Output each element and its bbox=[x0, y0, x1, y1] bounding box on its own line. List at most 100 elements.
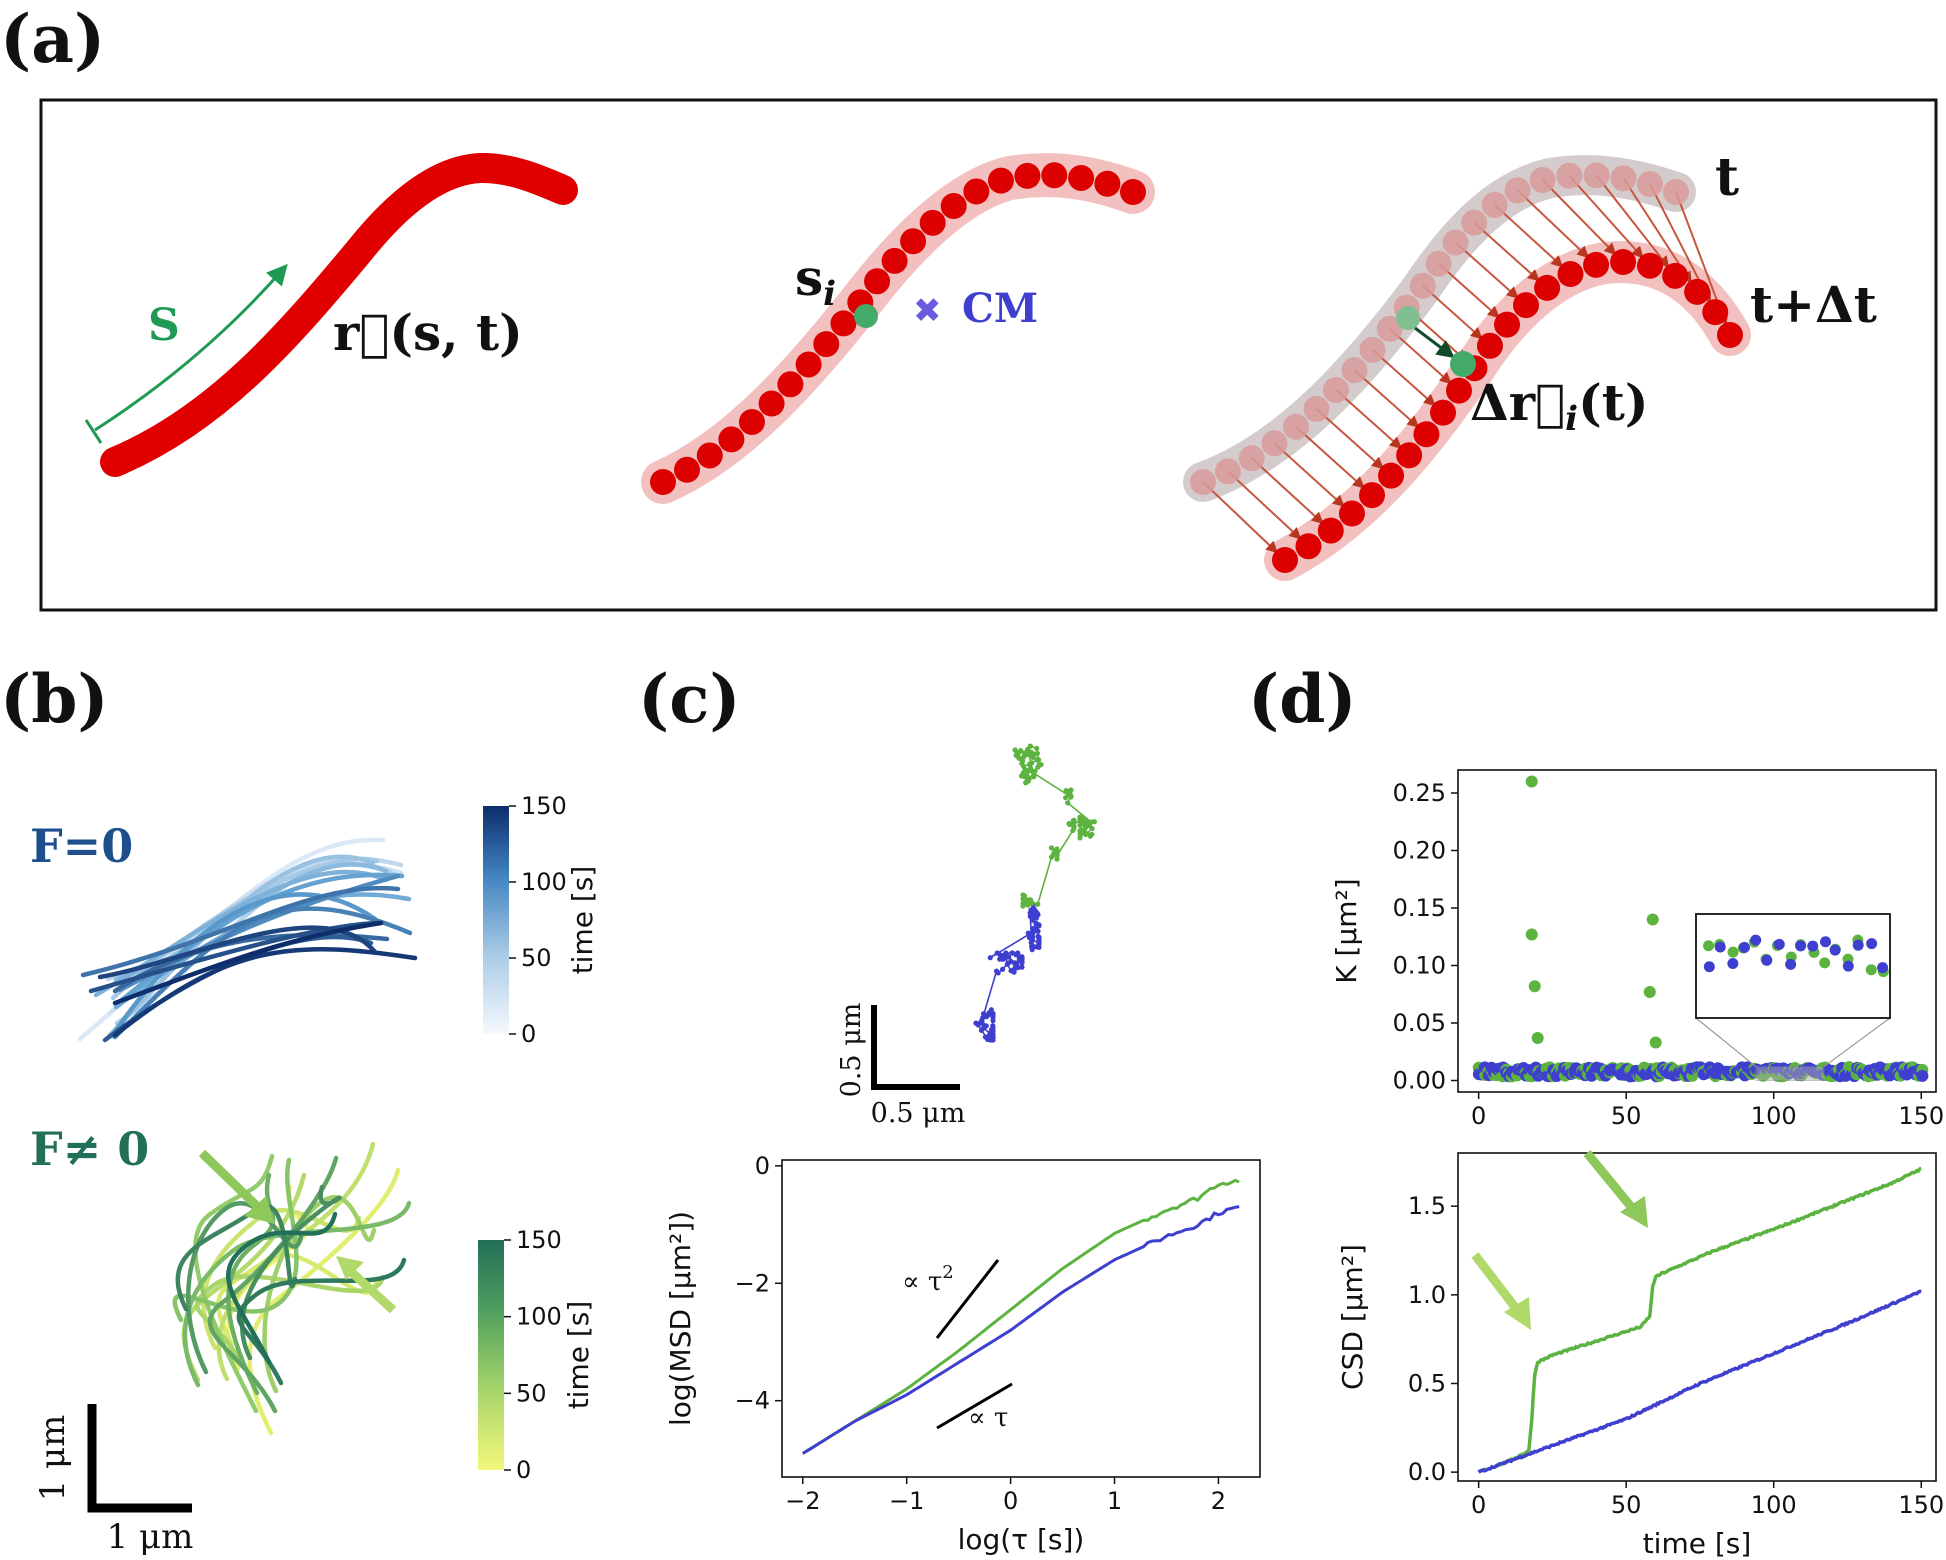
bead-tdt-0 bbox=[1272, 547, 1298, 573]
trajectory-blue-point bbox=[1033, 944, 1039, 950]
trajectory-blue-point bbox=[1009, 950, 1015, 956]
trajectory-green-point bbox=[1071, 817, 1077, 823]
bead-11 bbox=[864, 268, 891, 295]
bead-t-9 bbox=[1376, 315, 1403, 342]
displacement-arrow-1 bbox=[1227, 470, 1302, 540]
csd-arrow-lower-icon bbox=[1471, 1252, 1525, 1318]
trajectory-green-point bbox=[1016, 755, 1022, 761]
y-tick-label: 0.20 bbox=[1393, 837, 1446, 865]
trajectory-green-point bbox=[1021, 893, 1028, 899]
y-tick-label: 0.05 bbox=[1393, 1009, 1446, 1037]
trajectory-green-point bbox=[1025, 778, 1031, 784]
inset-point-blue bbox=[1795, 940, 1807, 952]
colorbar-blues bbox=[483, 806, 509, 1034]
trajectory-green-point bbox=[1028, 749, 1034, 755]
trajectory-blue-point bbox=[1035, 928, 1041, 934]
x-tick-label: −1 bbox=[889, 1487, 924, 1515]
colorbar-tick-label: 0 bbox=[521, 1020, 536, 1048]
colorbar-tick-label: 50 bbox=[516, 1379, 547, 1407]
y-tick-label: 1.5 bbox=[1408, 1192, 1446, 1220]
inset-point-blue bbox=[1703, 961, 1715, 973]
k-outlier-green bbox=[1525, 775, 1538, 788]
trajectory-blue-point bbox=[1028, 907, 1034, 913]
csd-arrow-upper-head bbox=[1620, 1196, 1648, 1228]
displacement-arrow-11 bbox=[1422, 285, 1483, 340]
trajectory-blue-line bbox=[975, 903, 1041, 1042]
trajectory-blue-point bbox=[1004, 961, 1010, 967]
trajectory-blue-point bbox=[990, 1018, 996, 1024]
f-nonzero-trace-17 bbox=[226, 1211, 338, 1365]
position-vector-label: r⃗(s, t) bbox=[333, 303, 523, 362]
panel-label-c: (c) bbox=[638, 660, 741, 738]
arrow-lower-icon bbox=[343, 1264, 397, 1314]
colorbar-tick-label: 100 bbox=[516, 1303, 562, 1331]
f-zero-trace-19 bbox=[112, 920, 384, 1006]
trajectory-green-point bbox=[1034, 745, 1040, 752]
y-axis-label: log(MSD [μm²]) bbox=[664, 1211, 697, 1426]
bead-t-7 bbox=[1341, 357, 1368, 384]
bead-8 bbox=[813, 331, 840, 358]
f-zero-trace-17 bbox=[97, 925, 378, 980]
trajectory-green-point bbox=[1048, 845, 1055, 851]
bead-t-5 bbox=[1303, 395, 1330, 422]
colorbar-tick-label: 0 bbox=[516, 1456, 531, 1484]
x-tick-label: 50 bbox=[1611, 1102, 1642, 1130]
bead-9 bbox=[830, 310, 857, 337]
scale-bar-b bbox=[87, 1404, 192, 1513]
f-nonzero-trace-10 bbox=[182, 1200, 412, 1388]
trajectory-blue-point bbox=[1026, 934, 1033, 941]
axes-frame bbox=[781, 1159, 1261, 1478]
bead-i-displacement-arrow bbox=[1414, 326, 1455, 359]
bead-tdt-16 bbox=[1583, 251, 1610, 278]
trajectory-green-point bbox=[1021, 754, 1027, 760]
inset-point-blue bbox=[1820, 936, 1832, 948]
f-zero-trace-18 bbox=[112, 947, 418, 1038]
bead-15 bbox=[940, 192, 967, 219]
bead-tdt-5 bbox=[1378, 462, 1405, 489]
arc-length-label: S bbox=[148, 300, 180, 351]
bead-t-8 bbox=[1359, 336, 1386, 363]
beads-time-t-plus-dt bbox=[1272, 249, 1743, 573]
colorbar-greens bbox=[478, 1240, 504, 1470]
inset-point-green bbox=[1727, 946, 1739, 958]
y-tick-label: −2 bbox=[735, 1269, 770, 1297]
trajectory-blue-point bbox=[999, 966, 1006, 972]
bead-t-3 bbox=[1261, 430, 1288, 457]
bead-si-label: si bbox=[795, 248, 836, 314]
trajectory-green-point bbox=[1085, 819, 1091, 825]
bead-tdt-3 bbox=[1338, 500, 1365, 527]
y-tick-label: 0 bbox=[755, 1152, 770, 1180]
bead-13 bbox=[900, 228, 927, 255]
trajectory-blue-point bbox=[1036, 936, 1042, 942]
f-nonzero-trace-16 bbox=[236, 1257, 407, 1386]
bead-tdt-1 bbox=[1295, 533, 1322, 560]
trajectory-blue-point bbox=[990, 1012, 996, 1018]
x-tick-label: 100 bbox=[1751, 1491, 1797, 1519]
displacement-arrow-5 bbox=[1315, 408, 1384, 470]
trajectory-blue-point bbox=[1012, 965, 1018, 971]
f-nonzero-trace-7 bbox=[262, 1194, 377, 1394]
colorbar-greens-title: time [s] bbox=[562, 1301, 595, 1410]
displacement-arrow-3 bbox=[1273, 442, 1345, 508]
cm-trajectory bbox=[973, 743, 1098, 1043]
inset-point-blue bbox=[1750, 934, 1762, 946]
bead-t-12 bbox=[1425, 250, 1452, 277]
bead-20 bbox=[1068, 164, 1095, 191]
x-tick-label: 1 bbox=[1107, 1487, 1122, 1515]
slope-two-guide bbox=[935, 1259, 1000, 1339]
trajectory-green-point bbox=[1019, 760, 1025, 767]
bead-t-15 bbox=[1481, 191, 1508, 218]
trajectory-green-point bbox=[1020, 900, 1026, 906]
bead-18 bbox=[1014, 162, 1041, 189]
trajectory-green-point bbox=[1027, 761, 1033, 767]
bead-t-17 bbox=[1529, 167, 1556, 194]
label-f-zero: F=0 bbox=[30, 819, 133, 873]
k-outlier-green bbox=[1643, 985, 1656, 998]
trajectory-green-point bbox=[1083, 831, 1089, 838]
f-nonzero-trace-8 bbox=[193, 1153, 275, 1414]
y-tick-label: 1.0 bbox=[1408, 1281, 1446, 1309]
x-tick-label: −2 bbox=[785, 1487, 820, 1515]
f-zero-trace-5 bbox=[106, 854, 376, 1039]
y-axis-label: K [μm²] bbox=[1330, 878, 1363, 983]
